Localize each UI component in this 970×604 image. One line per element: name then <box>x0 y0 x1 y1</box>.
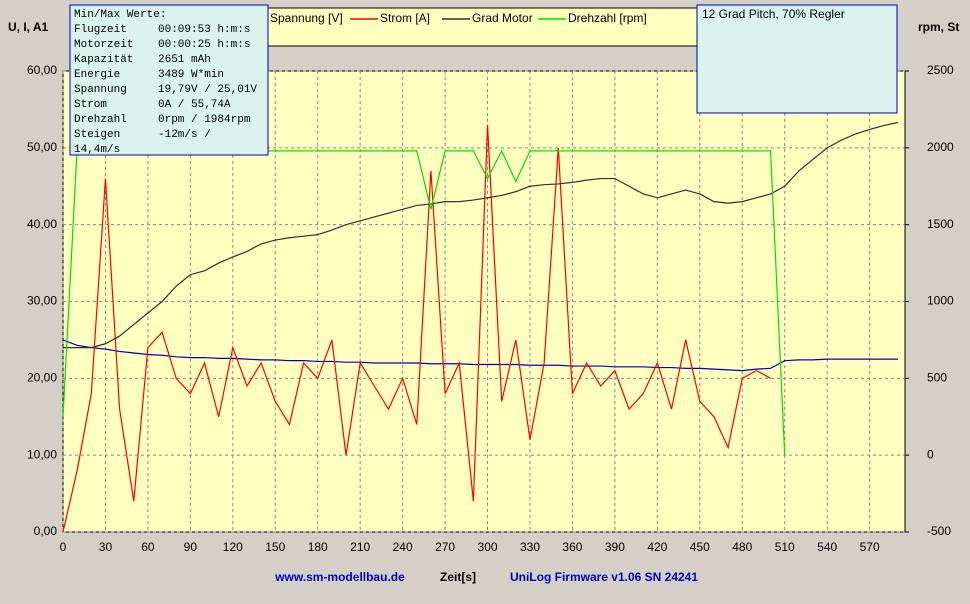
series-line <box>62 124 771 533</box>
y2-tick-label: 0 <box>927 447 934 461</box>
x-tick-label: 360 <box>562 540 582 554</box>
legend-label: Drehzahl [rpm] <box>568 11 647 25</box>
info-label: Kapazität <box>74 54 133 66</box>
x-tick-label: 120 <box>223 540 243 554</box>
y2-tick-label: -500 <box>927 524 951 538</box>
y2-tick-label: 500 <box>927 371 947 385</box>
plot <box>62 70 905 533</box>
x-tick-label: 270 <box>435 540 455 554</box>
y2-tick-label: 1000 <box>927 294 954 308</box>
y-tick-label: 10,00 <box>27 447 57 461</box>
legend-label: Spannung [V] <box>270 11 343 25</box>
x-tick-label: 540 <box>817 540 837 554</box>
series-line <box>63 121 899 349</box>
info-value: 3489 W*min <box>158 69 224 81</box>
y2-tick-label: 2500 <box>927 63 954 77</box>
info-value: 0A / 55,74A <box>158 99 231 111</box>
info: Min/Max Werte: Flugzeit 00:09:53 h:m:s Moto… <box>74 9 257 156</box>
y2-tick-label: 1500 <box>927 217 954 231</box>
x-tick-label: 150 <box>265 540 285 554</box>
x-tick-label: 330 <box>520 540 540 554</box>
legend-label: Grad Motor <box>472 11 533 25</box>
series-line <box>62 339 898 372</box>
info-value: -12m/s / <box>158 129 211 141</box>
x-tick-label: 480 <box>732 540 752 554</box>
right-axis-label: rpm, St <box>918 20 959 34</box>
x-tick-label: 210 <box>350 540 370 554</box>
info-wrap: 14,4m/s <box>74 144 120 156</box>
x-tick-label: 300 <box>478 540 498 554</box>
footer-right: UniLog Firmware v1.06 SN 24241 <box>510 570 698 584</box>
y-tick-label: 30,00 <box>27 294 57 308</box>
note: 12 Grad Pitch, 70% Regler <box>702 7 845 21</box>
info-label: Energie <box>74 69 120 81</box>
info-label: Flugzeit <box>74 24 127 36</box>
info-label: Spannung <box>74 84 127 96</box>
x-tick-label: 240 <box>393 540 413 554</box>
info-box <box>69 4 269 156</box>
y-tick-label: 40,00 <box>27 217 57 231</box>
info-label: Steigen <box>74 129 120 141</box>
y-tick-label: 0,00 <box>34 524 58 538</box>
legend <box>235 7 770 47</box>
info-value: 19,79V / 25,01V <box>158 84 257 96</box>
x-tick-label: 570 <box>860 540 880 554</box>
info-label: Strom <box>74 99 107 111</box>
info-title: Min/Max Werte: <box>74 9 166 21</box>
info-label: Drehzahl <box>74 114 127 126</box>
x-tick-label: 0 <box>60 540 67 554</box>
x-tick-label: 450 <box>690 540 710 554</box>
x-tick-label: 30 <box>99 540 113 554</box>
y-tick-label: 50,00 <box>27 140 57 154</box>
info-value: 2651 mAh <box>158 54 211 66</box>
info-value: 00:00:25 h:m:s <box>158 39 250 51</box>
left-axis-label: U, I, A1 <box>8 20 49 34</box>
x-tick-label: 180 <box>308 540 328 554</box>
info-value: 0rpm / 1984rpm <box>158 114 251 126</box>
note-box <box>696 4 898 114</box>
info-label: Motorzeit <box>74 39 133 51</box>
x-tick-label: 90 <box>184 540 198 554</box>
y-tick-label: 60,00 <box>27 63 57 77</box>
footer-left: www.sm-modellbau.de <box>274 570 405 584</box>
x-tick-label: 60 <box>141 540 155 554</box>
y2-tick-label: 2000 <box>927 140 954 154</box>
x-tick-label: 510 <box>775 540 795 554</box>
y-tick-label: 20,00 <box>27 371 57 385</box>
legend-label: Strom [A] <box>380 11 430 25</box>
x-tick-label: 390 <box>605 540 625 554</box>
info-value: 00:09:53 h:m:s <box>158 24 250 36</box>
x-tick-label: 420 <box>647 540 667 554</box>
legend-items: Spannung [V] Strom [A] Grad Motor Drehzahl … <box>240 11 647 25</box>
x-axis-label: Zeit[s] <box>440 570 476 584</box>
